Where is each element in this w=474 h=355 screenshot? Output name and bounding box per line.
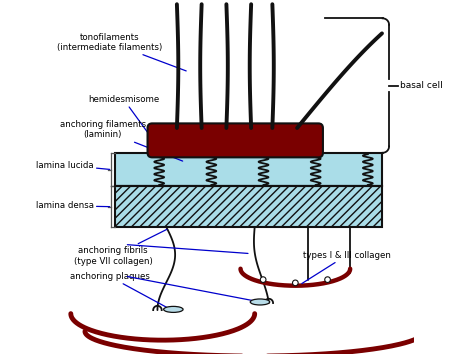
Circle shape: [260, 277, 266, 283]
Text: lamina lucida: lamina lucida: [36, 160, 110, 170]
Text: anchoring plaques: anchoring plaques: [70, 272, 169, 308]
Circle shape: [325, 277, 330, 283]
Ellipse shape: [250, 299, 270, 305]
Bar: [115, 153, 382, 186]
Bar: [115, 186, 382, 227]
FancyBboxPatch shape: [147, 124, 323, 157]
Ellipse shape: [164, 306, 183, 312]
Text: anchoring filaments
(laminin): anchoring filaments (laminin): [60, 120, 182, 161]
Circle shape: [292, 280, 298, 286]
Text: basal cell: basal cell: [400, 81, 442, 90]
Text: lamina densa: lamina densa: [36, 201, 109, 210]
Text: types I & III collagen: types I & III collagen: [302, 251, 391, 284]
Text: hemidesmisome: hemidesmisome: [88, 95, 159, 137]
Text: tonofilaments
(intermediate filaments): tonofilaments (intermediate filaments): [57, 33, 186, 71]
Text: anchoring fibrils
(type VII collagen): anchoring fibrils (type VII collagen): [74, 229, 167, 266]
